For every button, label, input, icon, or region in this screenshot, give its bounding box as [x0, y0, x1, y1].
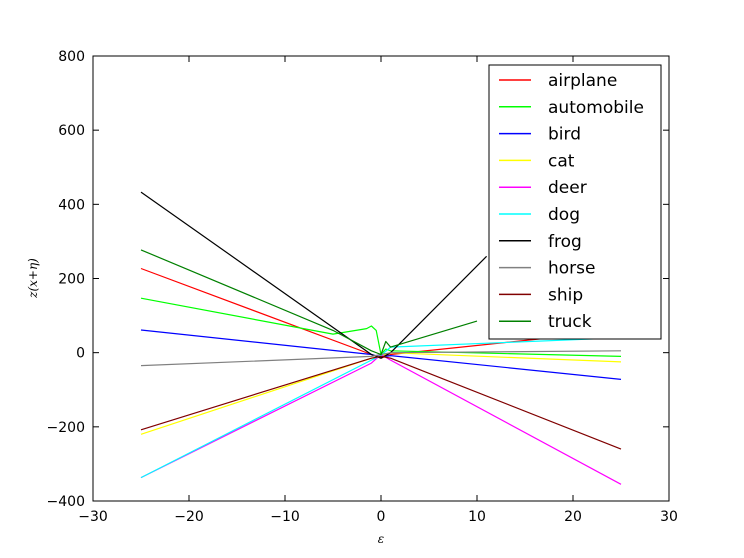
series-layer — [140, 191, 622, 485]
y-tick-label: −200 — [47, 420, 85, 436]
plot-frame — [92, 55, 670, 502]
x-tick-label: 30 — [660, 509, 678, 525]
legend-label-truck: truck — [548, 312, 592, 332]
y-tick-label: 400 — [58, 197, 85, 213]
x-tick-label: −10 — [270, 509, 300, 525]
legend-label-cat: cat — [548, 151, 575, 171]
legend-box — [488, 64, 662, 340]
x-tick-label: −30 — [78, 509, 108, 525]
x-tick-label: −20 — [174, 509, 204, 525]
x-axis-label: ε — [378, 532, 384, 546]
x-tick-label: 10 — [468, 509, 486, 525]
x-tick-label: 0 — [377, 509, 386, 525]
legend-label-bird: bird — [548, 125, 581, 145]
y-tick-label: 200 — [58, 272, 85, 288]
x-tick-label: 20 — [564, 509, 582, 525]
series-line-truck — [140, 249, 478, 356]
legend-label-horse: horse — [548, 259, 595, 279]
legend-label-frog: frog — [548, 232, 582, 252]
legend-label-ship: ship — [548, 285, 583, 305]
series-line-automobile — [140, 297, 622, 357]
series-line-bird — [140, 329, 622, 380]
y-tick-label: 600 — [58, 123, 85, 139]
y-tick-label: 800 — [58, 49, 85, 65]
series-line-frog — [140, 191, 488, 359]
y-tick-label: 0 — [76, 346, 85, 362]
legend-label-dog: dog — [548, 205, 580, 225]
legend: airplane automobile bird cat deer dog frog hors… — [488, 64, 662, 340]
ticks-layer: −30 −20 −10 0 10 20 30 −400 −200 0 200 400 600 800 — [47, 49, 678, 525]
series-line-dog — [140, 337, 622, 479]
legend-label-deer: deer — [548, 178, 587, 198]
legend-label-automobile: automobile — [548, 98, 644, 118]
series-line-ship — [140, 355, 622, 450]
legend-label-airplane: airplane — [548, 71, 617, 91]
y-axis-label: z(x+η) — [26, 258, 40, 299]
y-tick-label: −400 — [47, 494, 85, 510]
